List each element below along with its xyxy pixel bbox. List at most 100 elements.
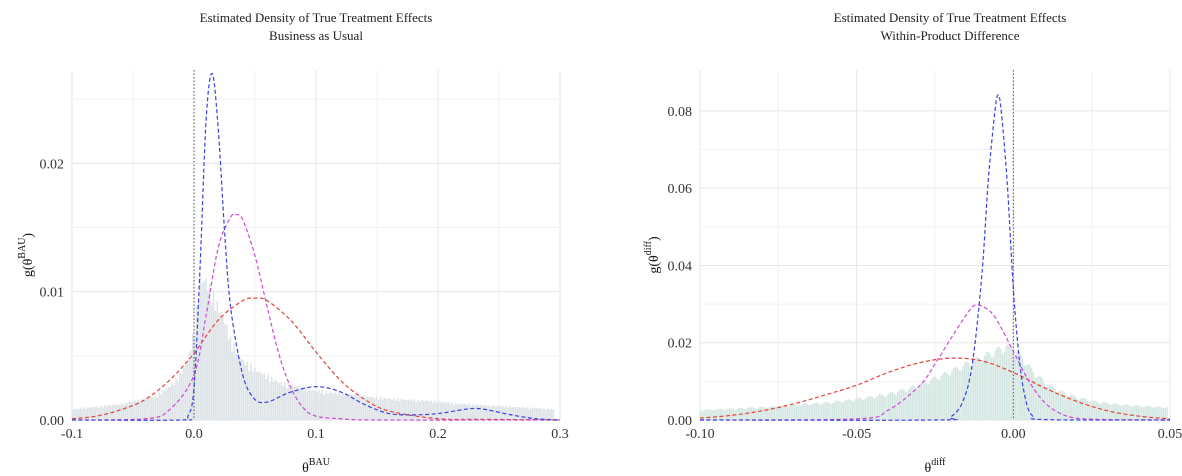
histogram-bar [210,304,213,420]
histogram-bar [280,382,282,420]
histogram-bar [842,401,845,420]
density-curve-2 [699,94,1171,421]
histogram-bar [747,408,749,420]
histogram-bar [225,325,228,420]
histogram-bar [1065,394,1067,420]
histogram-bar [546,408,549,420]
histogram-bar [184,365,187,420]
histogram-bar [372,396,374,420]
histogram-bar [1097,402,1100,420]
histogram-bar [143,400,145,420]
histogram-bar [458,403,461,420]
histogram-bar [73,409,76,420]
histogram-bar [1057,391,1060,420]
histogram-bar [319,393,322,420]
histogram-bar [267,374,269,420]
histogram-bar [415,402,418,420]
histogram-bar [1094,400,1096,420]
histogram-bar [552,409,555,420]
histogram-bar [1030,367,1033,420]
x-tick-label: -0.1 [61,427,83,442]
histogram-bar [490,407,493,420]
chart-panel-diff: Estimated Density of True Treatment Effe… [643,10,1182,476]
histogram-bar [85,408,87,420]
histogram-bar [859,397,861,420]
histogram-bar [754,408,756,420]
histogram-bar [212,291,215,420]
histogram-bar [252,372,254,420]
histogram-bar [145,398,147,420]
histogram-bar [944,371,946,420]
histogram-bar [162,390,164,420]
histogram-bar [992,356,995,420]
x-tick-label: 0.1 [307,427,325,442]
histogram-bar [1010,348,1013,420]
histogram-bar [786,406,789,420]
histogram-bar [958,370,961,420]
histogram-bar [900,389,903,420]
histogram-bar [522,406,525,420]
histogram-bar [925,383,928,420]
x-axis-label: θdiff [925,457,947,476]
histogram-bar [392,398,395,420]
histogram-bar [1108,404,1111,420]
histogram-bar [355,394,357,420]
histogram-bar [422,401,425,420]
histogram-bar [1041,378,1044,420]
histogram-bar [158,392,160,420]
histogram-bar [407,400,410,420]
histogram-bar [160,394,162,420]
histogram-bar [994,350,997,420]
histogram-bar [349,394,352,420]
histogram-bar [862,400,865,420]
histogram-bar [1162,408,1165,420]
histogram-bar [381,399,384,420]
histogram-bar [289,387,292,420]
histogram-bar [310,391,312,420]
histogram-bar [233,343,235,420]
histogram-bar [822,402,825,420]
histogram-bar [1088,402,1091,420]
histogram-bar [1083,397,1085,420]
histogram-bar [526,407,528,420]
histogram-bar [316,391,318,420]
histogram-bar [205,278,207,420]
histogram-bar [173,384,175,420]
histogram-bar [712,410,715,420]
histogram-bar [701,410,704,420]
histogram-bar [107,405,110,420]
histogram-bar [87,407,89,420]
histogram-bar [768,407,771,420]
histogram-bar [947,374,950,420]
x-axis-label-sup: BAU [309,457,331,468]
histogram-bar [783,405,785,420]
histogram-bar [725,409,727,420]
histogram-bar [92,407,95,420]
histogram-bar [1014,354,1017,420]
histogram-bar [929,380,932,420]
histogram-bar [956,367,959,420]
histogram-bar [821,404,823,420]
histogram-bar [781,405,783,420]
histogram-bar [1115,403,1118,420]
histogram-bar [362,395,365,420]
histogram-bar [1095,401,1098,420]
histogram-bar [1130,406,1132,420]
histogram-bar [265,379,267,420]
histogram-bar [1081,397,1083,420]
histogram-bar [466,405,468,420]
histogram-bar [182,367,185,420]
histogram-bar [156,397,159,420]
histogram-bar [924,381,926,420]
histogram-bar [332,392,335,420]
histogram-bar [774,406,776,420]
histogram-bar [272,381,275,420]
histogram-bar [918,385,921,420]
histogram-bar [102,407,104,420]
histogram-bar [1074,395,1076,420]
histogram-bar [402,400,404,420]
histogram-bar [507,407,510,420]
histogram-bar [1038,375,1040,420]
histogram-bar [190,350,192,420]
